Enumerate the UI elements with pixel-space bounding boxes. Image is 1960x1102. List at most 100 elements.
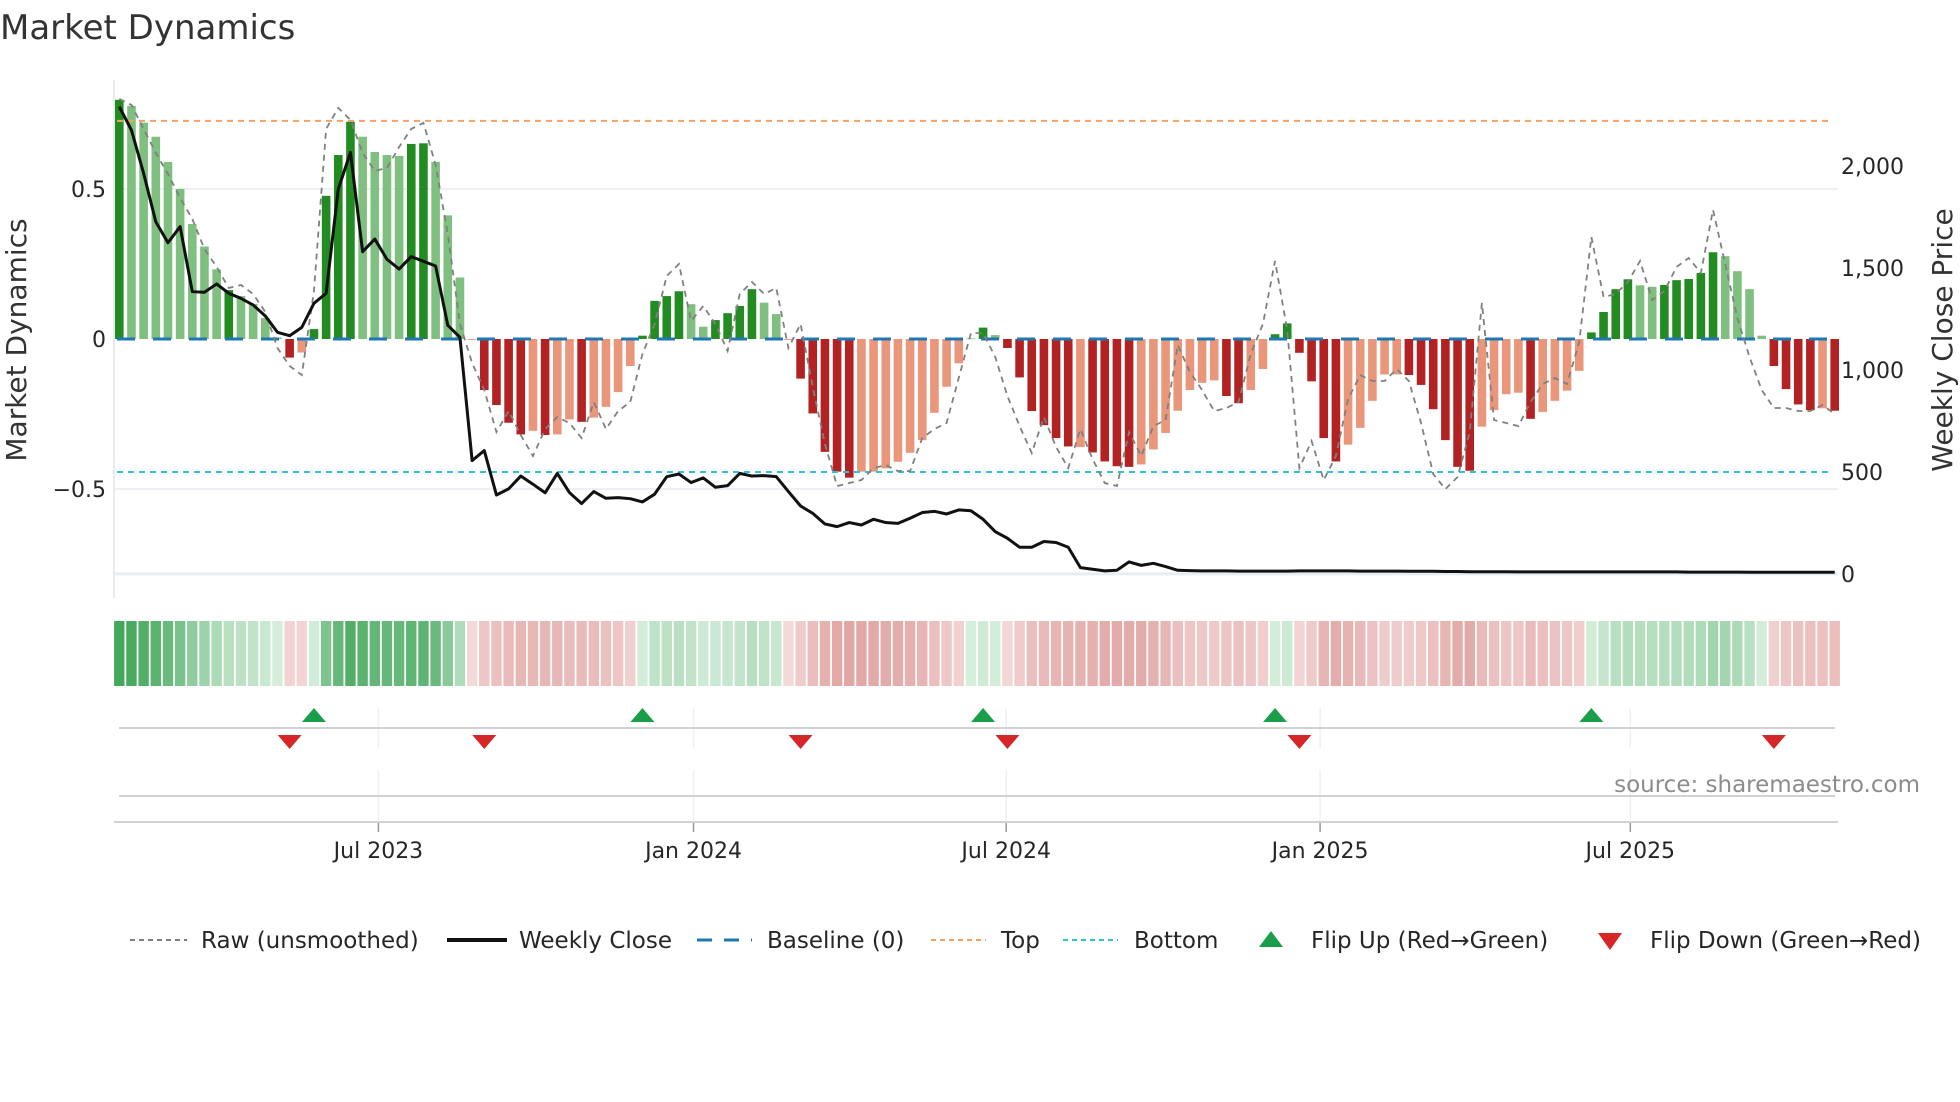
market-dynamics-bar [735,305,745,339]
regime-cell [114,621,125,686]
regime-cell [1488,621,1500,686]
flip-down-marker [277,735,302,749]
market-dynamics-bar [504,339,513,423]
market-dynamics-bar [881,339,891,469]
regime-cell [454,621,466,686]
market-dynamics-bar [1720,256,1730,339]
market-dynamics-bar [1830,339,1839,411]
market-dynamics-bar [1599,311,1608,339]
regime-cell [734,621,745,686]
market-dynamics-bar [759,302,769,339]
legend-item-close: Weekly Close [447,928,672,954]
regime-cell [856,621,867,686]
regime-cell [1452,621,1463,686]
regime-cell [1817,621,1828,686]
regime-cell [1330,621,1342,686]
market-dynamics-bar [1027,339,1037,412]
market-dynamics-bar [893,339,903,462]
market-dynamics-bar [601,339,611,407]
market-dynamics-bar [528,339,538,431]
market-dynamics-bar [662,296,672,339]
regime-cell [661,621,672,686]
market-dynamics-bar [698,326,708,339]
legend-item-bottom: Bottom [1063,928,1218,954]
market-dynamics-bar [1635,285,1645,339]
regime-cell [880,621,891,686]
regime-cell [430,621,441,686]
regime-cell [1014,621,1025,686]
regime-cell [527,621,539,686]
market-dynamics-bar [978,327,988,339]
market-dynamics-bar [1757,335,1767,339]
regime-cell [1111,621,1123,686]
regime-cell [296,621,307,686]
regime-cell [1659,621,1670,686]
market-dynamics-bar [1818,339,1827,409]
market-dynamics-bar [1100,339,1110,462]
regime-cell [807,621,818,686]
flip-down-marker [1761,735,1786,749]
market-dynamics-bar [419,143,428,339]
market-dynamics-bar [808,339,818,414]
regime-cell [758,621,770,686]
regime-cell [162,621,174,686]
regime-cell [150,621,161,686]
x-tick-label: Jan 2025 [1270,839,1369,864]
regime-cell [260,621,271,686]
y2-tick-label: 0 [1841,563,1855,588]
market-dynamics-bar [1708,252,1718,339]
legend-item-top: Top [931,928,1040,954]
market-dynamics-bar [1015,339,1024,378]
market-dynamics-bar [333,155,343,339]
regime-cell [1221,621,1232,686]
market-dynamics-bar [1501,339,1511,395]
regime-cell [1318,621,1329,686]
market-dynamics-bar [492,339,501,406]
market-dynamics-bar [1453,339,1462,467]
market-dynamics-bar [1745,289,1754,339]
regime-cell [491,621,502,686]
regime-cell [819,621,831,686]
regime-cell [588,621,599,686]
market-dynamics-bar [187,224,197,339]
regime-strip [114,621,1840,686]
regime-cell [1209,621,1220,686]
regime-cell [1634,621,1646,686]
regime-cell [1002,621,1013,686]
market-dynamics-bar [127,105,136,339]
market-dynamics-bar [1538,339,1548,412]
regime-cell [1476,621,1488,686]
flip-down-marker [995,735,1020,749]
bars [115,99,1839,478]
market-dynamics-bar [139,122,148,339]
market-dynamics-bar [1477,339,1487,427]
x-tick-label: Jul 2024 [959,839,1051,864]
market-dynamics-bar [1051,339,1061,439]
regime-cell [1574,621,1585,686]
market-dynamics-bar [857,339,866,472]
axes: 0.5 0 −0.5 2,000 1,500 1,000 500 0 [53,80,1904,598]
market-dynamics-bar [711,320,720,339]
regime-cell [406,621,417,686]
regime-cell [1683,621,1694,686]
market-dynamics-bar [1465,339,1475,471]
regime-cell [1026,621,1037,686]
market-dynamics-bar [1343,339,1353,445]
market-dynamics-bar [832,339,842,472]
y2-tick-label: 2,000 [1841,155,1904,180]
regime-cell [369,621,380,686]
market-dynamics-bar [1173,339,1183,411]
market-dynamics-bar [820,339,830,452]
regime-cell [345,621,356,686]
regime-cell [1269,621,1281,686]
y-tick-label: 0 [92,328,106,353]
legend-label: Baseline (0) [767,928,904,954]
x-tick-label: Jul 2023 [332,839,424,864]
market-dynamics-bar [1295,339,1304,353]
market-dynamics-bar [723,313,732,339]
legend-item-baseline: Baseline (0) [697,928,904,954]
market-dynamics-bar [443,215,453,339]
market-dynamics-bar [1197,339,1207,383]
market-dynamics-bar [1392,339,1402,375]
market-dynamics-bar [248,303,258,339]
